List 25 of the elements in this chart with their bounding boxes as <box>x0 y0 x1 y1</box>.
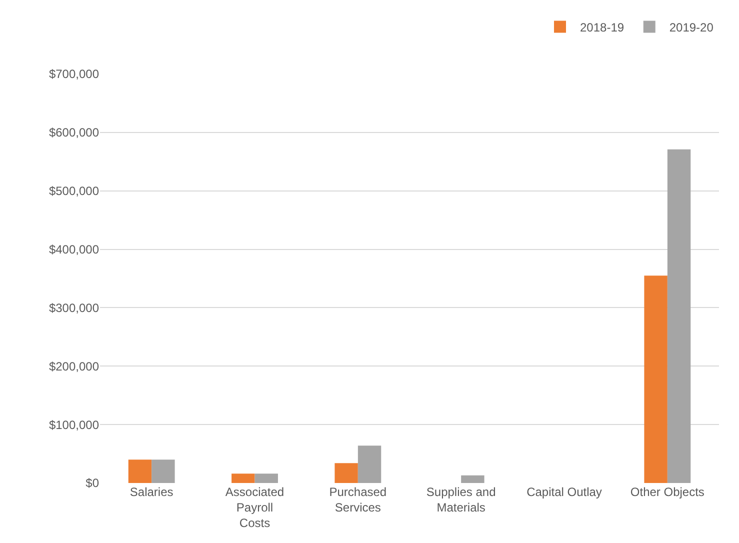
x-tick-label: Associated Payroll Costs <box>225 485 284 530</box>
legend-label: 2019-20 <box>669 20 714 34</box>
x-tick-label: Supplies and Materials <box>426 485 496 515</box>
x-tick-label: Capital Outlay <box>526 485 602 499</box>
x-tick-label: Other Objects <box>630 485 704 499</box>
y-tick-label: $100,000 <box>48 418 100 432</box>
bar <box>461 475 484 483</box>
bar <box>128 460 152 483</box>
bar <box>644 276 668 483</box>
legend-label: 2018-19 <box>580 20 624 34</box>
x-tick-label: Salaries <box>130 485 174 499</box>
y-tick-label: $200,000 <box>48 359 100 374</box>
y-tick-label: $500,000 <box>48 184 100 198</box>
y-tick-label: $600,000 <box>48 126 100 140</box>
bar <box>358 446 382 483</box>
bar <box>667 149 691 483</box>
bar <box>254 474 278 483</box>
bar <box>334 463 358 483</box>
bar <box>152 460 175 483</box>
y-tick-label: $0 <box>86 476 100 490</box>
y-tick-label: $300,000 <box>48 300 100 315</box>
y-tick-label: $700,000 <box>48 67 100 82</box>
bar <box>232 474 255 483</box>
y-tick-label: $400,000 <box>48 242 100 256</box>
x-tick-label: Purchased Services <box>329 485 387 515</box>
